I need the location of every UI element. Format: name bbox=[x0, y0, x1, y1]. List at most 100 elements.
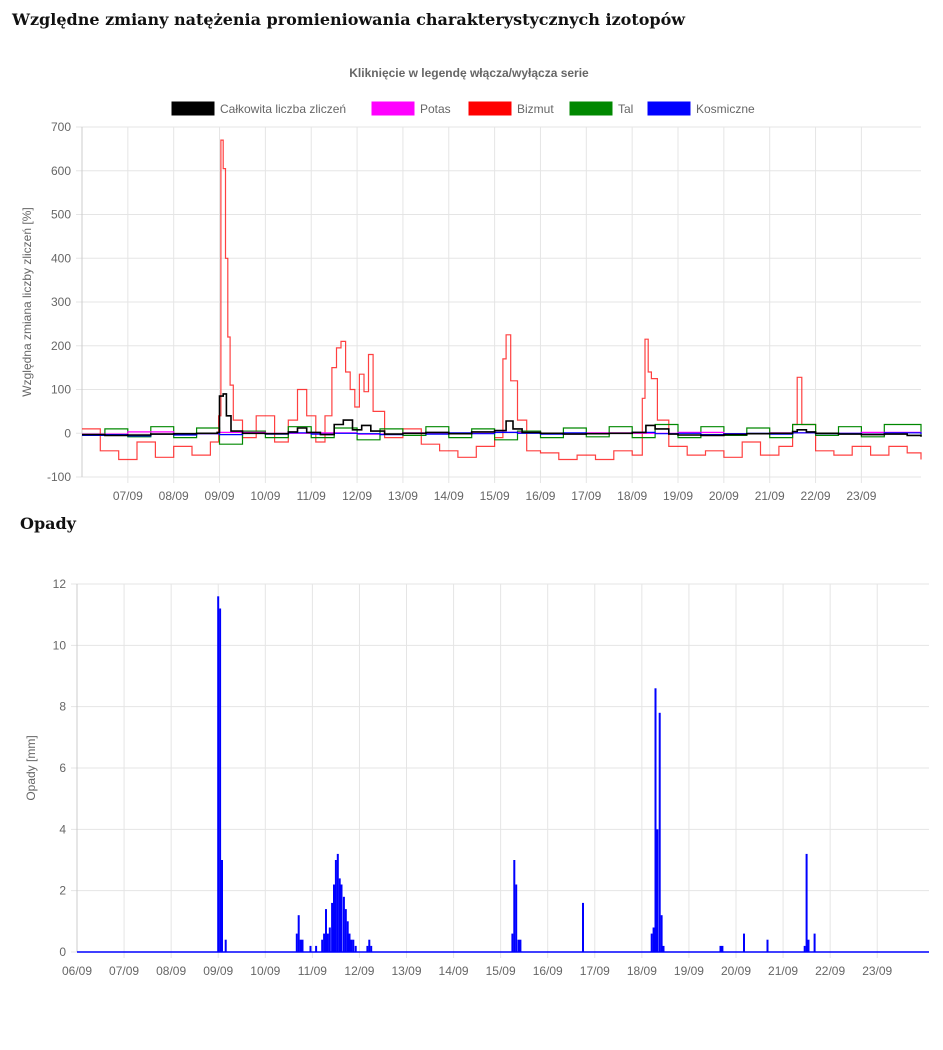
y-tick-label: 12 bbox=[53, 577, 67, 591]
legend-label: Potas bbox=[420, 102, 451, 116]
rain-bar bbox=[650, 933, 653, 952]
y-tick-label: 600 bbox=[51, 164, 71, 178]
bars-layer bbox=[217, 596, 816, 952]
x-tick-label: 16/09 bbox=[525, 489, 555, 503]
legend-swatch bbox=[468, 101, 512, 116]
rain-bar bbox=[326, 933, 329, 952]
legend-item[interactable]: Całkowita liczba zliczeń bbox=[171, 101, 346, 116]
legend-label: Tal bbox=[618, 102, 633, 116]
rain-bar bbox=[224, 939, 227, 952]
y-tick-label: 300 bbox=[51, 295, 71, 309]
x-tick-label: 10/09 bbox=[250, 489, 280, 503]
x-tick-label: 08/09 bbox=[159, 489, 189, 503]
legend-swatch bbox=[171, 101, 215, 116]
x-tick-label: 19/09 bbox=[674, 964, 704, 978]
rain-bar bbox=[813, 933, 816, 952]
x-tick-label: 14/09 bbox=[439, 964, 469, 978]
y-tick-label: 0 bbox=[59, 945, 66, 959]
legend-label: Kosmiczne bbox=[696, 102, 755, 116]
x-tick-label: 11/09 bbox=[297, 489, 326, 503]
x-tick-label: 11/09 bbox=[298, 964, 327, 978]
legend: Całkowita liczba zliczeń Potas Bizmut Tal Ko… bbox=[171, 101, 755, 116]
legend-item[interactable]: Kosmiczne bbox=[647, 101, 755, 116]
rain-bar bbox=[582, 902, 584, 952]
rain-bar bbox=[743, 933, 745, 952]
rain-bar bbox=[344, 909, 347, 952]
rain-bar bbox=[217, 596, 220, 952]
rain-bar bbox=[301, 939, 304, 952]
x-tick-label: 16/09 bbox=[533, 964, 563, 978]
y-tick-label: 500 bbox=[51, 208, 71, 222]
series-layer bbox=[82, 139, 922, 461]
rain-heading: Opady bbox=[20, 514, 76, 533]
rain-bar bbox=[652, 927, 655, 952]
rain-bar bbox=[297, 915, 300, 952]
series-line-całkowita-liczba-zliczeń bbox=[82, 393, 922, 437]
legend-item[interactable]: Potas bbox=[371, 101, 451, 116]
rain-bar bbox=[654, 688, 657, 952]
y-axis-label: Względna zmiana liczby zliczeń [%] bbox=[20, 207, 34, 396]
grid bbox=[76, 126, 921, 483]
x-tick-label: 09/09 bbox=[203, 964, 233, 978]
rain-bar bbox=[511, 933, 514, 952]
y-tick-label: 100 bbox=[51, 383, 71, 397]
x-tick-label: 15/09 bbox=[486, 964, 516, 978]
rain-bar bbox=[354, 945, 357, 952]
series-line-tal bbox=[82, 423, 922, 445]
rain-bar bbox=[719, 945, 722, 952]
rain-bar bbox=[656, 829, 659, 952]
x-tick-label: 14/09 bbox=[434, 489, 464, 503]
rain-bar bbox=[662, 945, 665, 952]
y-axis-label: Opady [mm] bbox=[24, 735, 38, 800]
x-tick-label: 20/09 bbox=[709, 489, 739, 503]
rain-bar bbox=[328, 927, 331, 952]
rain-bar bbox=[342, 896, 345, 952]
rain-bar bbox=[346, 921, 349, 952]
y-tick-label: 700 bbox=[51, 120, 71, 134]
legend-label: Bizmut bbox=[517, 102, 554, 116]
rain-bar bbox=[513, 860, 516, 952]
x-tick-label: 15/09 bbox=[480, 489, 510, 503]
rain-bar bbox=[348, 933, 351, 952]
x-tick-label: 19/09 bbox=[663, 489, 693, 503]
rain-bar bbox=[515, 884, 518, 952]
rain-bar bbox=[721, 945, 724, 952]
y-tick-label: -100 bbox=[47, 470, 71, 484]
legend-label: Całkowita liczba zliczeń bbox=[220, 102, 346, 116]
rain-bar bbox=[299, 939, 302, 952]
rain-bar bbox=[309, 945, 312, 952]
x-tick-label: 23/09 bbox=[862, 964, 892, 978]
x-tick-label: 12/09 bbox=[342, 489, 372, 503]
y-axis-ticks: 12 10 8 6 4 2 0 bbox=[53, 577, 67, 959]
x-axis-ticks: 07/09 08/09 09/09 10/09 11/09 12/09 13/09 14/09… bbox=[113, 489, 877, 503]
y-tick-label: 10 bbox=[53, 638, 67, 652]
y-tick-label: 6 bbox=[59, 761, 66, 775]
rain-bar bbox=[331, 902, 334, 952]
rain-bar bbox=[325, 909, 327, 952]
y-axis-ticks: 700 600 500 400 300 200 100 0 -100 bbox=[47, 120, 71, 484]
y-tick-label: 0 bbox=[64, 426, 71, 440]
rain-bar bbox=[517, 939, 520, 952]
x-tick-label: 17/09 bbox=[580, 964, 610, 978]
rain-bar bbox=[219, 608, 222, 952]
x-tick-label: 13/09 bbox=[388, 489, 418, 503]
rain-bar bbox=[352, 939, 355, 952]
rain-bar bbox=[338, 878, 341, 952]
rain-bar bbox=[803, 945, 806, 952]
rain-bar bbox=[660, 915, 663, 952]
legend-item[interactable]: Tal bbox=[569, 101, 633, 116]
x-tick-label: 22/09 bbox=[801, 489, 831, 503]
x-tick-label: 09/09 bbox=[205, 489, 235, 503]
x-tick-label: 17/09 bbox=[571, 489, 601, 503]
y-tick-label: 4 bbox=[59, 822, 66, 836]
y-tick-label: 2 bbox=[59, 884, 66, 898]
legend-swatch bbox=[569, 101, 613, 116]
x-tick-label: 18/09 bbox=[627, 964, 657, 978]
legend-item[interactable]: Bizmut bbox=[468, 101, 554, 116]
rain-bar bbox=[370, 945, 373, 952]
rain-bar bbox=[333, 884, 335, 952]
x-tick-label: 07/09 bbox=[109, 964, 139, 978]
x-tick-label: 12/09 bbox=[344, 964, 374, 978]
x-tick-label: 21/09 bbox=[768, 964, 798, 978]
rain-bar bbox=[366, 945, 369, 952]
